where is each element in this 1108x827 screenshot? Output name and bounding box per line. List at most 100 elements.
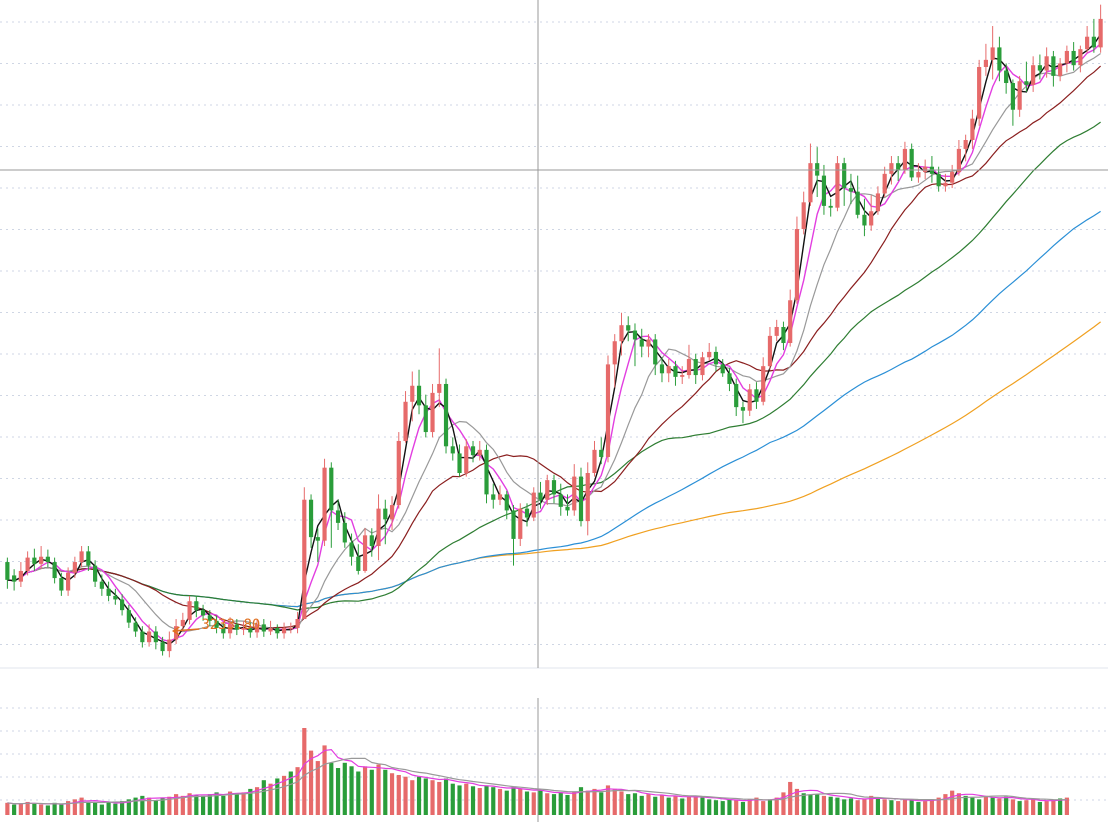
volume-bar [524, 791, 530, 815]
volume-bar [821, 795, 827, 815]
volume-bar [774, 797, 779, 815]
candle-body [619, 325, 624, 342]
candle [349, 533, 354, 566]
candle [389, 496, 395, 530]
candle [383, 499, 388, 545]
candle-body [875, 193, 881, 212]
candle-body [646, 339, 651, 347]
candle [1051, 50, 1056, 87]
candle-body [767, 335, 773, 367]
volume-bar [545, 793, 550, 815]
candle-body [477, 449, 482, 456]
volume-bar [902, 799, 908, 815]
volume-bar [362, 766, 368, 815]
candle-body [86, 551, 91, 566]
volume-bar [200, 795, 206, 815]
candle [916, 163, 921, 183]
candle [227, 617, 233, 639]
candle-body [963, 140, 968, 149]
candle [464, 439, 469, 477]
volume-bar [720, 801, 725, 815]
candle-body [308, 499, 314, 538]
candle [761, 357, 766, 406]
candle [376, 494, 381, 561]
candle [734, 378, 739, 417]
volume-bar [747, 799, 752, 815]
candle-body [32, 557, 37, 564]
volume-bar [862, 799, 867, 815]
volume-bar [32, 803, 37, 815]
candle-body [916, 172, 921, 178]
volume-bar [700, 797, 705, 815]
volume-bar [302, 728, 307, 815]
candle [869, 195, 874, 231]
volume-bar [828, 796, 833, 815]
candle [12, 569, 17, 591]
volume-bar [815, 794, 820, 815]
candle-body [977, 66, 982, 119]
candle [86, 546, 91, 571]
volume-bar [734, 800, 739, 815]
volume-bar [349, 766, 354, 815]
candle [653, 334, 658, 376]
candle-body [288, 627, 293, 630]
candle-body [700, 357, 705, 376]
volume-bar [848, 798, 854, 815]
candle-body [66, 572, 71, 591]
candle [261, 619, 266, 637]
candle [531, 487, 536, 522]
candle-body [686, 359, 692, 376]
candle [923, 159, 928, 180]
candle [200, 604, 206, 621]
candle-body [443, 383, 449, 447]
volume-bar [450, 783, 455, 815]
volume-bar [295, 767, 300, 815]
candle-body [1078, 49, 1083, 66]
candle [497, 485, 503, 506]
candle-body [1044, 56, 1049, 71]
candle-body [842, 163, 847, 189]
volume-bar [835, 797, 840, 815]
candle [437, 348, 442, 408]
volume-bar [788, 781, 793, 815]
volume-bar [437, 781, 442, 815]
volume-bar [491, 787, 496, 815]
volume-bar [875, 797, 881, 815]
candle-body [626, 325, 631, 331]
candle-body [349, 542, 354, 557]
candle-body [200, 610, 206, 616]
candle [619, 312, 624, 356]
candle [801, 191, 806, 235]
candle-body [565, 506, 570, 511]
candle [106, 581, 111, 602]
candle-body [632, 330, 638, 340]
candle [1098, 4, 1103, 53]
candle-body [1004, 70, 1009, 84]
volume-bar [707, 799, 712, 815]
volume-bar [207, 794, 212, 815]
candle [470, 440, 476, 463]
candle [18, 562, 23, 587]
candle [707, 343, 712, 361]
candle-body [673, 366, 678, 377]
candle-body [241, 627, 246, 630]
volume-ma-slow-line [7, 757, 1067, 805]
candle-body [902, 148, 908, 171]
ma-slow-line [7, 53, 1101, 633]
volume-bar [950, 790, 955, 815]
candle [936, 166, 941, 192]
volume-bar [713, 800, 719, 815]
candle-body [1037, 65, 1042, 71]
candle-body [545, 480, 550, 500]
volume-bar [794, 788, 800, 815]
candle [572, 464, 577, 516]
candle-body [45, 556, 50, 563]
candle [72, 556, 77, 579]
candle-body [126, 610, 131, 623]
volume-bar [626, 794, 631, 815]
candle [909, 143, 914, 181]
candle-body [437, 383, 442, 393]
volume-bar [1017, 801, 1022, 815]
candle-body [734, 383, 739, 408]
candle [180, 612, 185, 632]
